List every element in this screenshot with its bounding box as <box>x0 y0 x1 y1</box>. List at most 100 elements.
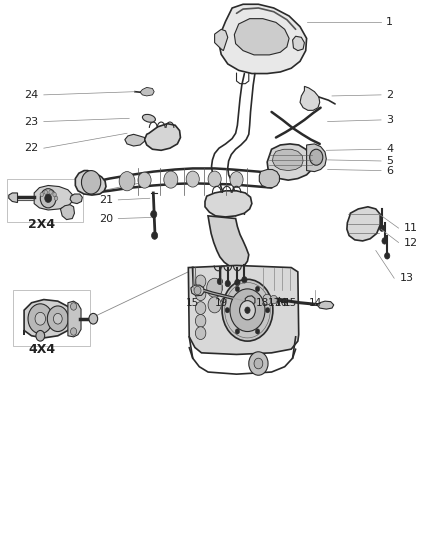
Polygon shape <box>245 296 255 305</box>
Circle shape <box>195 314 206 327</box>
Polygon shape <box>272 149 303 171</box>
Polygon shape <box>307 144 326 172</box>
Polygon shape <box>219 4 307 74</box>
Polygon shape <box>215 29 228 51</box>
Polygon shape <box>293 36 304 51</box>
Circle shape <box>208 171 221 187</box>
Circle shape <box>225 280 230 287</box>
Text: 23: 23 <box>25 117 39 126</box>
Polygon shape <box>9 193 18 203</box>
Circle shape <box>254 358 263 369</box>
Circle shape <box>138 172 151 188</box>
Polygon shape <box>68 301 81 337</box>
Text: 16: 16 <box>275 298 288 309</box>
Circle shape <box>382 238 387 244</box>
Circle shape <box>385 253 390 259</box>
Circle shape <box>40 189 56 208</box>
Polygon shape <box>208 216 249 268</box>
Circle shape <box>270 295 277 304</box>
Circle shape <box>164 171 178 188</box>
Circle shape <box>225 308 230 313</box>
Text: 6: 6 <box>386 166 393 175</box>
Text: 4: 4 <box>386 144 393 154</box>
Circle shape <box>379 225 385 231</box>
Circle shape <box>265 308 270 313</box>
Circle shape <box>53 192 57 197</box>
Polygon shape <box>70 194 82 204</box>
Text: 2: 2 <box>386 90 393 100</box>
Circle shape <box>49 190 53 195</box>
Text: 3: 3 <box>386 115 393 125</box>
Text: 22: 22 <box>24 143 39 153</box>
Circle shape <box>28 304 53 334</box>
Polygon shape <box>140 87 154 96</box>
Circle shape <box>54 196 58 200</box>
Text: 13: 13 <box>399 273 413 283</box>
Circle shape <box>235 279 240 286</box>
Text: 20: 20 <box>99 214 113 223</box>
Circle shape <box>208 297 221 313</box>
Circle shape <box>235 286 240 292</box>
Circle shape <box>230 172 243 188</box>
Circle shape <box>36 330 45 341</box>
Text: 15: 15 <box>186 298 199 309</box>
Circle shape <box>240 301 255 320</box>
Circle shape <box>255 329 260 334</box>
Polygon shape <box>259 169 279 188</box>
Text: 11: 11 <box>404 223 418 233</box>
Circle shape <box>44 190 47 195</box>
Text: 4X4: 4X4 <box>28 343 55 356</box>
Circle shape <box>40 192 43 197</box>
Text: 24: 24 <box>24 90 39 100</box>
Circle shape <box>194 286 201 295</box>
Circle shape <box>195 327 206 340</box>
Circle shape <box>263 294 272 305</box>
Polygon shape <box>317 301 334 309</box>
Polygon shape <box>234 19 289 55</box>
Circle shape <box>230 289 265 332</box>
Polygon shape <box>145 124 180 150</box>
Polygon shape <box>60 205 74 220</box>
Circle shape <box>207 278 223 297</box>
Text: 2X4: 2X4 <box>28 219 55 231</box>
Polygon shape <box>75 171 106 195</box>
Polygon shape <box>24 300 72 338</box>
Circle shape <box>195 275 206 288</box>
Polygon shape <box>267 144 313 180</box>
Text: 5: 5 <box>386 156 393 166</box>
Text: 19: 19 <box>215 298 228 309</box>
Circle shape <box>235 329 240 334</box>
Polygon shape <box>191 285 204 296</box>
Text: 14: 14 <box>309 298 322 309</box>
Polygon shape <box>300 86 320 110</box>
Circle shape <box>245 307 250 313</box>
Circle shape <box>152 232 158 239</box>
Circle shape <box>81 171 101 194</box>
Text: 1: 1 <box>386 18 393 27</box>
Polygon shape <box>205 191 252 217</box>
Polygon shape <box>347 207 380 241</box>
Text: 15: 15 <box>283 298 297 309</box>
Circle shape <box>195 288 206 301</box>
Circle shape <box>71 303 77 310</box>
Circle shape <box>89 313 98 324</box>
Polygon shape <box>125 134 145 146</box>
Circle shape <box>195 302 206 314</box>
Circle shape <box>47 306 68 332</box>
Circle shape <box>255 286 260 292</box>
Circle shape <box>222 279 273 341</box>
Circle shape <box>217 278 223 285</box>
Text: 12: 12 <box>404 238 418 247</box>
Circle shape <box>53 313 62 324</box>
Polygon shape <box>34 185 72 210</box>
Circle shape <box>242 277 247 283</box>
Circle shape <box>310 149 323 165</box>
Text: 17: 17 <box>268 298 281 309</box>
Text: 21: 21 <box>99 195 113 205</box>
Ellipse shape <box>142 115 155 122</box>
Circle shape <box>186 171 199 187</box>
Text: 18: 18 <box>256 298 269 309</box>
Circle shape <box>119 172 135 191</box>
Circle shape <box>249 352 268 375</box>
Circle shape <box>35 312 46 325</box>
